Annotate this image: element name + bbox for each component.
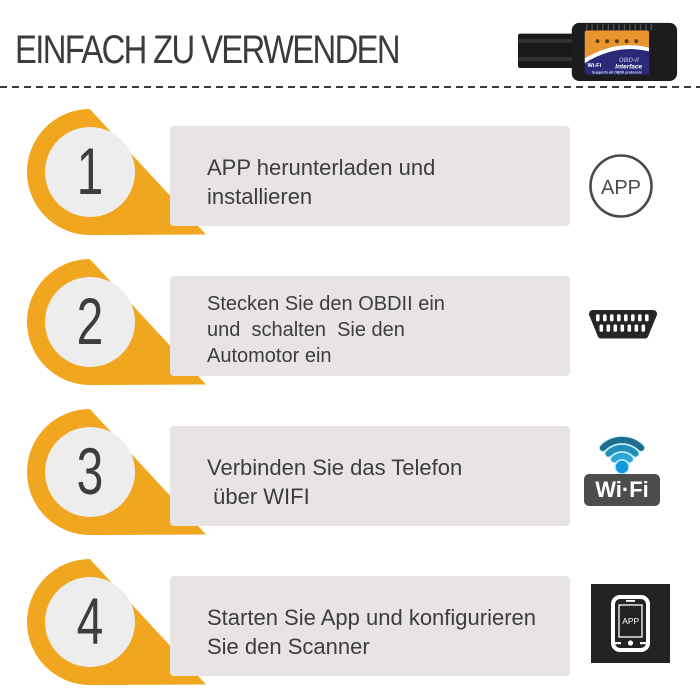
svg-text:Supports all OBDII protocols: Supports all OBDII protocols	[592, 70, 642, 74]
svg-text:APP: APP	[622, 616, 639, 626]
svg-text:Wi-Fi: Wi-Fi	[587, 63, 601, 69]
svg-text:Wi·Fi: Wi·Fi	[595, 477, 649, 502]
svg-text:APP: APP	[601, 177, 641, 199]
